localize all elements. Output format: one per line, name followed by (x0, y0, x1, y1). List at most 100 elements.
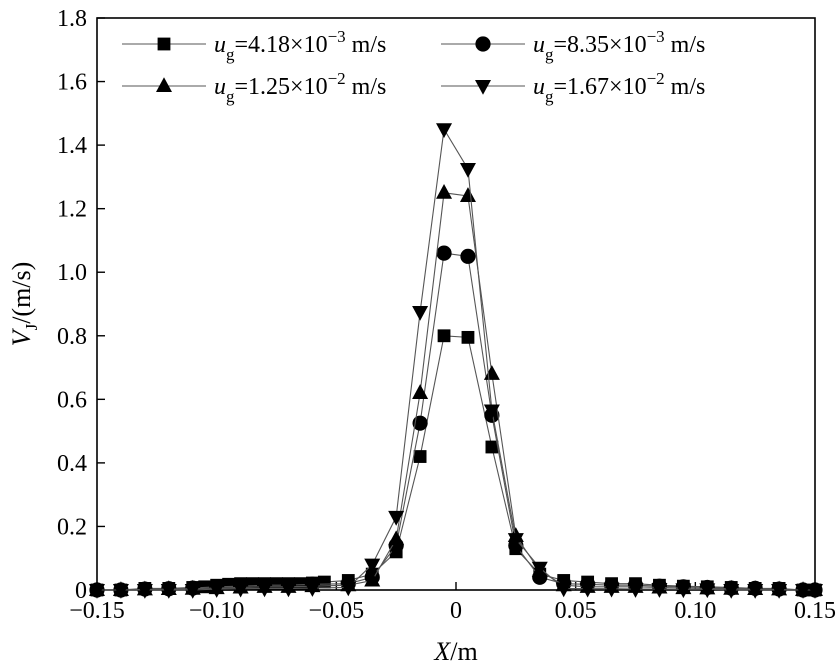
legend-label: ug=1.25×10−2 m/s (214, 69, 386, 106)
y-tick-label: 0.4 (57, 451, 87, 477)
y-axis-label: VJ/(m/s) (7, 262, 41, 347)
legend-label: ug=4.18×10−3 m/s (214, 27, 386, 64)
series-line (97, 335, 815, 591)
legend-label: ug=1.67×10−2 m/s (533, 69, 705, 106)
data-point (388, 530, 405, 546)
legend-sub: g (226, 87, 235, 106)
y-tick-label: 0.6 (57, 387, 87, 413)
y-axis: 0 0.2 0.4 0.6 0.8 1.0 1.2 1.4 1.6 1.8 (57, 6, 105, 604)
y-axis-unit: /(m/s) (7, 262, 36, 324)
data-point (483, 365, 500, 380)
legend-sub: g (545, 45, 554, 64)
series-line (97, 127, 815, 591)
data-point (304, 582, 321, 597)
legend-value: =8.35×10 (554, 32, 647, 58)
legend-unit: m/s (346, 32, 387, 58)
data-point (184, 584, 201, 599)
data-point (507, 533, 524, 548)
legend-var: u (533, 32, 545, 58)
data-point (436, 123, 453, 139)
legend-value: =1.25×10 (235, 74, 328, 100)
legend-label: ug=8.35×10−3 m/s (533, 27, 705, 64)
data-point (136, 584, 153, 599)
legend-entry-3: ug=1.25×10−2 m/s (122, 69, 386, 106)
series-4 (89, 123, 823, 599)
data-point (437, 329, 451, 343)
x-axis-label: X/m (433, 637, 477, 666)
data-point (627, 583, 644, 598)
legend-entry-4: ug=1.67×10−2 m/s (441, 69, 705, 106)
y-tick-label: 1.2 (57, 197, 87, 223)
legend-value: =1.67×10 (554, 74, 647, 100)
data-point (112, 584, 129, 599)
y-tick-label: 1.6 (57, 70, 87, 96)
data-point (795, 584, 812, 599)
data-point (280, 582, 297, 598)
y-tick-label: 1.8 (57, 6, 87, 32)
data-point (364, 558, 381, 574)
legend-var: u (214, 74, 226, 100)
data-point (603, 582, 620, 598)
data-point (436, 245, 452, 261)
y-tick-label: 0.2 (57, 514, 87, 540)
y-axis-sub: J (22, 323, 41, 330)
data-point (436, 183, 453, 199)
legend-sub: g (226, 45, 235, 64)
series-1 (90, 329, 822, 597)
legend-var: u (214, 32, 226, 58)
y-tick-label: 0 (75, 578, 87, 604)
data-point (412, 384, 429, 399)
series-line (97, 252, 815, 591)
x-tick-label: 0 (450, 598, 462, 624)
data-point (461, 330, 475, 344)
legend-marker (157, 37, 171, 51)
data-point (483, 404, 500, 420)
series-line (97, 192, 815, 591)
data-point (89, 584, 105, 599)
legend-exp: −2 (328, 69, 346, 88)
data-point (364, 571, 381, 587)
data-point (412, 305, 429, 321)
x-tick-label: 0.05 (555, 598, 597, 624)
legend-var: u (533, 74, 545, 100)
y-tick-label: 1.0 (57, 260, 87, 286)
x-axis-var: X (433, 637, 451, 666)
y-tick-label: 0.8 (57, 324, 87, 350)
legend-entry-2: ug=8.35×10−3 m/s (441, 27, 705, 64)
x-tick-label: −0.15 (69, 598, 125, 624)
data-point (771, 584, 788, 599)
legend: ug=4.18×10−3 m/s ug=8.35×10−3 m/sug=1.25×… (122, 27, 705, 106)
data-point (460, 248, 476, 264)
legend-exp: −3 (647, 27, 665, 46)
legend-value: =4.18×10 (235, 32, 328, 58)
x-tick-label: −0.10 (189, 598, 245, 624)
legend-exp: −3 (328, 27, 346, 46)
data-point (256, 582, 273, 598)
data-point (675, 583, 692, 599)
data-point (723, 584, 740, 599)
data-point (208, 583, 225, 598)
x-axis-unit: /m (450, 637, 477, 666)
data-point (485, 440, 499, 454)
x-tick-label: 0.15 (794, 598, 836, 624)
data-point (699, 583, 716, 599)
legend-marker (156, 77, 172, 92)
legend-marker (475, 80, 491, 95)
data-point (531, 561, 548, 577)
data-point (555, 582, 572, 598)
legend-unit: m/s (665, 32, 706, 58)
axis-labels: X/m VJ/(m/s) (7, 262, 478, 666)
x-tick-label: 0.10 (674, 598, 716, 624)
legend-entry-1: ug=4.18×10−3 m/s (122, 27, 386, 64)
x-tick-label: −0.05 (309, 598, 365, 624)
data-point (459, 187, 476, 202)
data-point (579, 582, 596, 598)
series-layer (89, 123, 823, 599)
legend-unit: m/s (665, 74, 706, 100)
legend-marker (475, 36, 491, 52)
data-point (413, 450, 427, 463)
legend-exp: −2 (647, 69, 665, 88)
data-point (340, 581, 357, 597)
legend-unit: m/s (346, 74, 387, 100)
